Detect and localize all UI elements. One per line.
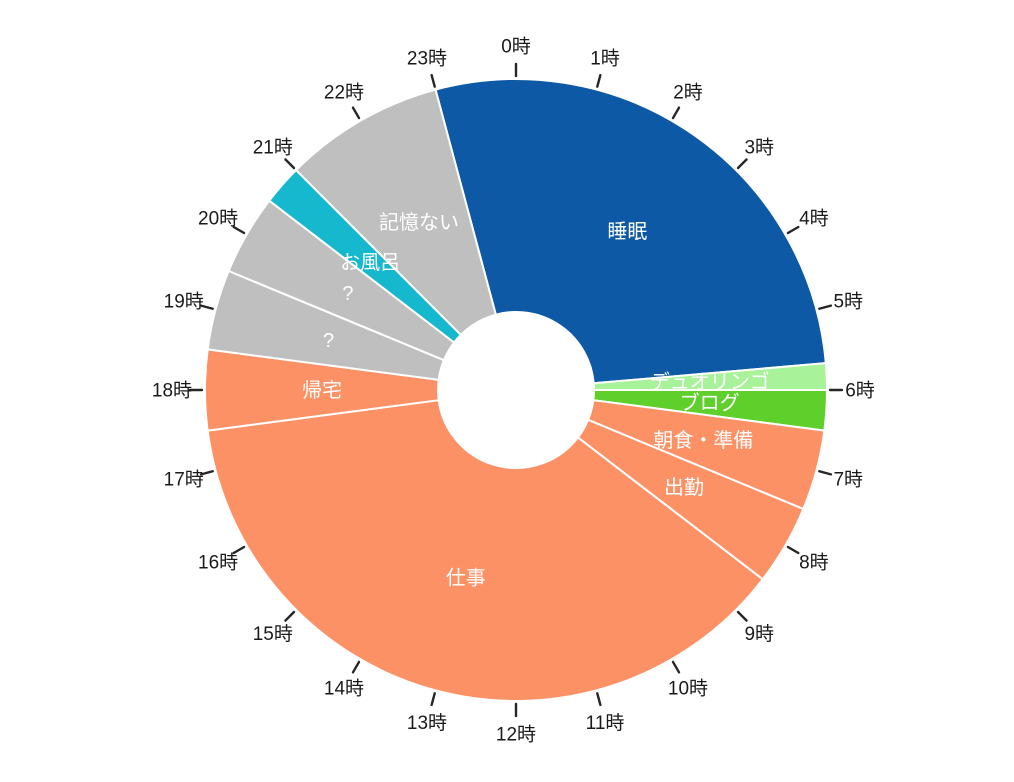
segment-label: ? (323, 330, 334, 352)
hour-tick (596, 73, 602, 88)
hour-label: 23時 (407, 47, 447, 69)
segment-label: ブログ (680, 391, 740, 415)
hour-label: 0時 (501, 36, 531, 58)
hour-tick (671, 660, 681, 674)
segment-label: 記憶ない (379, 211, 459, 234)
hour-label: 20時 (198, 208, 238, 230)
hour-label: 11時 (586, 712, 625, 734)
segments-layer (204, 78, 828, 702)
segment-label: 帰宅 (302, 379, 342, 402)
hour-tick (786, 545, 800, 555)
hour-label: 19時 (164, 291, 204, 313)
hour-label: 9時 (744, 623, 774, 645)
hour-tick (199, 470, 214, 476)
hour-label: 5時 (833, 291, 863, 313)
hour-label: 6時 (845, 380, 875, 402)
segment-label: 朝食・準備 (653, 429, 753, 452)
hour-tick (736, 158, 748, 170)
segment-label: お風呂 (340, 252, 400, 274)
hour-label: 18時 (152, 380, 192, 402)
hour-tick (736, 610, 748, 622)
hour-label: 13時 (407, 712, 447, 734)
hour-tick (351, 660, 361, 674)
hour-label: 4時 (799, 208, 829, 230)
hour-label: 22時 (324, 82, 364, 104)
hour-tick (284, 158, 296, 170)
hour-tick (199, 304, 214, 310)
segment-label: ? (342, 283, 353, 305)
segment-label: デュオリンゴ (650, 371, 770, 394)
hour-label: 16時 (198, 552, 238, 574)
hour-tick (596, 692, 602, 707)
hour-label: 12時 (496, 724, 536, 746)
hour-tick (351, 106, 361, 120)
hour-label: 17時 (164, 469, 204, 491)
chart-segment (434, 78, 827, 385)
hour-label: 7時 (833, 469, 863, 491)
segment-label: 睡眠 (607, 220, 647, 243)
hour-label: 3時 (744, 136, 774, 158)
hour-label: 21時 (253, 136, 293, 158)
hour-tick (430, 73, 436, 88)
hour-labels-layer: 0時 1時 2時 3時 4時 5時 6時 7時 8時 9時 10時 11時 12時 13時 14時 15時 16… (152, 36, 875, 746)
hour-tick (232, 545, 246, 555)
hour-tick (284, 610, 296, 622)
hour-tick (818, 470, 833, 476)
hour-tick (818, 304, 833, 310)
hour-label: 14時 (324, 678, 364, 700)
hour-label: 10時 (668, 678, 708, 700)
hour-ticks-layer (188, 62, 844, 718)
hour-label: 2時 (673, 82, 703, 104)
hour-label: 1時 (590, 47, 620, 69)
hour-tick (232, 225, 246, 235)
hour-tick (786, 225, 800, 235)
chart-segment (295, 88, 497, 336)
chart-segment (206, 399, 764, 702)
segment-label: 出勤 (664, 476, 704, 499)
hour-tick (430, 692, 436, 707)
hour-label: 15時 (253, 623, 293, 645)
segment-label: 仕事 (446, 566, 486, 589)
hour-tick (671, 106, 681, 120)
hour-label: 8時 (799, 552, 829, 574)
